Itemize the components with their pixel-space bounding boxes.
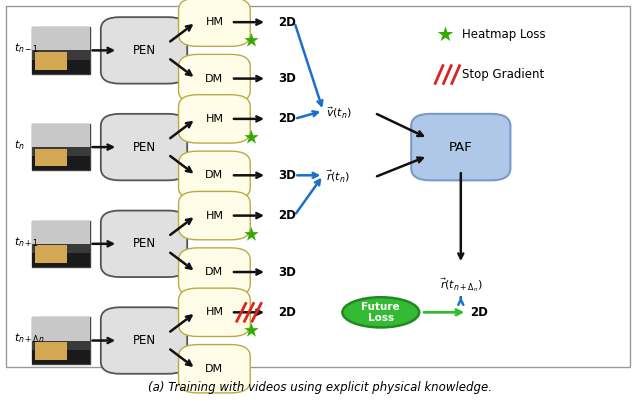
Text: $t_{n-1}$: $t_{n-1}$ xyxy=(14,42,39,55)
Text: HM: HM xyxy=(205,211,223,220)
Text: 2D: 2D xyxy=(278,112,296,125)
FancyBboxPatch shape xyxy=(6,6,630,367)
FancyBboxPatch shape xyxy=(35,149,67,166)
Text: PAF: PAF xyxy=(449,141,473,154)
Text: 3D: 3D xyxy=(278,169,296,182)
Text: $t_{n}$: $t_{n}$ xyxy=(14,138,25,152)
Text: $t_{n+1}$: $t_{n+1}$ xyxy=(14,235,39,249)
Ellipse shape xyxy=(342,297,419,327)
Text: Heatmap Loss: Heatmap Loss xyxy=(462,28,546,41)
FancyBboxPatch shape xyxy=(179,54,250,103)
FancyBboxPatch shape xyxy=(101,210,187,277)
FancyBboxPatch shape xyxy=(179,151,250,199)
FancyBboxPatch shape xyxy=(179,191,250,240)
Text: 2D: 2D xyxy=(278,16,296,29)
Text: HM: HM xyxy=(205,114,223,124)
FancyBboxPatch shape xyxy=(32,27,90,73)
Point xyxy=(440,31,450,37)
FancyBboxPatch shape xyxy=(101,307,187,374)
Text: 2D: 2D xyxy=(278,306,296,319)
FancyBboxPatch shape xyxy=(32,253,90,267)
FancyBboxPatch shape xyxy=(32,156,90,170)
Text: (a) Training with videos using explicit physical knowledge.: (a) Training with videos using explicit … xyxy=(148,381,492,394)
Point xyxy=(246,37,256,44)
FancyBboxPatch shape xyxy=(179,248,250,296)
Point xyxy=(246,327,256,334)
FancyBboxPatch shape xyxy=(32,124,90,147)
FancyBboxPatch shape xyxy=(32,60,90,73)
FancyBboxPatch shape xyxy=(35,245,67,263)
FancyBboxPatch shape xyxy=(101,114,187,181)
Text: 3D: 3D xyxy=(278,266,296,278)
FancyBboxPatch shape xyxy=(32,124,90,170)
Text: PEN: PEN xyxy=(132,334,156,347)
FancyBboxPatch shape xyxy=(32,350,90,364)
Text: PEN: PEN xyxy=(132,141,156,154)
FancyBboxPatch shape xyxy=(179,95,250,143)
Text: $\vec{r}(t_{n+\Delta_n})$: $\vec{r}(t_{n+\Delta_n})$ xyxy=(440,276,482,294)
Text: Stop Gradient: Stop Gradient xyxy=(462,68,545,81)
FancyBboxPatch shape xyxy=(101,17,187,84)
Text: PEN: PEN xyxy=(132,44,156,57)
Text: 3D: 3D xyxy=(278,72,296,85)
Text: DM: DM xyxy=(205,364,223,374)
Text: DM: DM xyxy=(205,74,223,83)
FancyBboxPatch shape xyxy=(179,288,250,337)
FancyBboxPatch shape xyxy=(32,27,90,50)
FancyBboxPatch shape xyxy=(179,0,250,46)
Text: DM: DM xyxy=(205,170,223,180)
FancyBboxPatch shape xyxy=(179,345,250,393)
FancyBboxPatch shape xyxy=(32,318,90,341)
FancyBboxPatch shape xyxy=(35,52,67,69)
FancyBboxPatch shape xyxy=(32,221,90,267)
Point xyxy=(246,231,256,237)
Text: 2D: 2D xyxy=(470,306,488,319)
FancyBboxPatch shape xyxy=(35,342,67,359)
Text: $\vec{v}(t_n)$: $\vec{v}(t_n)$ xyxy=(326,105,353,120)
Point xyxy=(246,134,256,140)
Text: Future
Loss: Future Loss xyxy=(362,301,400,323)
Text: PEN: PEN xyxy=(132,237,156,250)
FancyBboxPatch shape xyxy=(32,221,90,244)
Text: HM: HM xyxy=(205,17,223,27)
Text: HM: HM xyxy=(205,307,223,317)
Text: $t_{n+\Delta n}$: $t_{n+\Delta n}$ xyxy=(14,332,45,345)
FancyBboxPatch shape xyxy=(412,114,511,181)
Text: DM: DM xyxy=(205,267,223,277)
Text: $\vec{r}(t_n)$: $\vec{r}(t_n)$ xyxy=(326,169,350,185)
Text: 2D: 2D xyxy=(278,209,296,222)
FancyBboxPatch shape xyxy=(32,318,90,364)
